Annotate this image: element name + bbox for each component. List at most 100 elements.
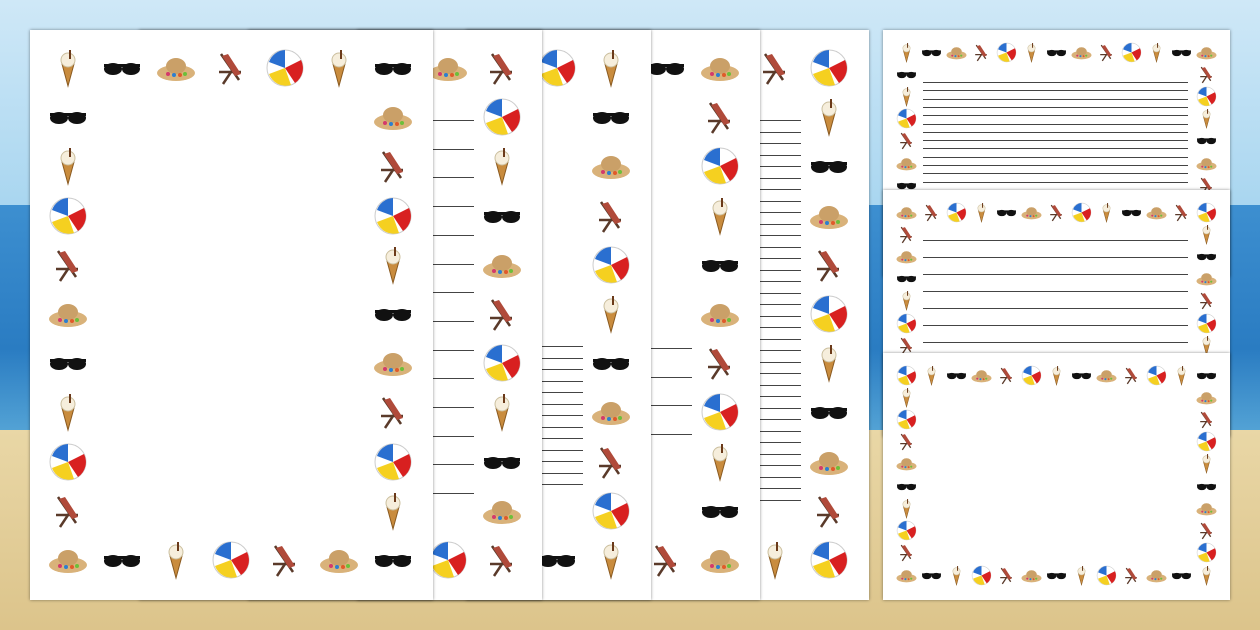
landscape-page-border[interactable]	[883, 353, 1230, 600]
writing-line	[923, 308, 1188, 309]
sunglasses-icon	[1171, 42, 1192, 63]
beach-ball-icon	[591, 245, 631, 285]
deck-chair-icon	[646, 540, 686, 580]
sun-hat-icon	[700, 294, 740, 334]
ice-cream-icon	[700, 196, 740, 236]
sun-hat-icon	[156, 48, 196, 88]
portrait-page-border[interactable]	[30, 30, 433, 600]
beach-ball-icon	[211, 540, 251, 580]
ice-cream-icon	[591, 48, 631, 88]
deck-chair-icon	[482, 48, 522, 88]
deck-chair-icon	[1121, 565, 1142, 586]
ice-cream-icon	[319, 48, 359, 88]
ice-cream-icon	[373, 491, 413, 531]
deck-chair-icon	[373, 392, 413, 432]
ice-cream-icon	[482, 146, 522, 186]
deck-chair-icon	[591, 442, 631, 482]
beach-ball-icon	[1071, 202, 1092, 223]
deck-chair-icon	[755, 48, 795, 88]
ice-cream-icon	[809, 97, 849, 137]
beach-ball-icon	[1121, 42, 1142, 63]
sun-hat-icon	[896, 453, 917, 474]
sunglasses-icon	[373, 48, 413, 88]
sunglasses-icon	[591, 343, 631, 383]
ice-cream-icon	[591, 294, 631, 334]
ice-cream-icon	[700, 442, 740, 482]
sun-hat-icon	[48, 294, 88, 334]
beach-ball-icon	[700, 392, 740, 432]
ice-cream-icon	[971, 202, 992, 223]
ice-cream-icon	[48, 392, 88, 432]
sunglasses-icon	[809, 392, 849, 432]
beach-ball-icon	[537, 48, 577, 88]
beach-ball-icon	[996, 42, 1017, 63]
ice-cream-icon	[1021, 42, 1042, 63]
beach-ball-icon	[428, 540, 468, 580]
sun-hat-icon	[1146, 565, 1167, 586]
beach-ball-icon	[1196, 431, 1217, 452]
sun-hat-icon	[591, 392, 631, 432]
sun-hat-icon	[428, 48, 468, 88]
deck-chair-icon	[896, 224, 917, 245]
sunglasses-icon	[1071, 365, 1092, 386]
sun-hat-icon	[48, 540, 88, 580]
deck-chair-icon	[809, 491, 849, 531]
beach-ball-icon	[1146, 365, 1167, 386]
sun-hat-icon	[896, 153, 917, 174]
sunglasses-icon	[896, 268, 917, 289]
ice-cream-icon	[48, 48, 88, 88]
ice-cream-icon	[896, 290, 917, 311]
deck-chair-icon	[896, 130, 917, 151]
deck-chair-icon	[809, 245, 849, 285]
sunglasses-icon	[1196, 130, 1217, 151]
writing-line	[923, 90, 1188, 92]
sunglasses-icon	[1046, 42, 1067, 63]
sunglasses-icon	[1196, 365, 1217, 386]
beach-ball-icon	[809, 48, 849, 88]
ice-cream-icon	[809, 343, 849, 383]
writing-line	[923, 165, 1188, 166]
deck-chair-icon	[482, 294, 522, 334]
beach-ball-icon	[700, 146, 740, 186]
writing-line	[923, 156, 1188, 158]
beach-ball-icon	[482, 97, 522, 137]
writing-line	[923, 325, 1188, 326]
ice-cream-icon	[373, 245, 413, 285]
ice-cream-icon	[1071, 565, 1092, 586]
writing-line	[923, 173, 1188, 175]
ice-cream-icon	[946, 565, 967, 586]
sunglasses-icon	[1196, 476, 1217, 497]
beach-ball-icon	[1021, 365, 1042, 386]
deck-chair-icon	[1096, 42, 1117, 63]
beach-ball-icon	[1096, 565, 1117, 586]
sunglasses-icon	[1046, 565, 1067, 586]
beach-ball-icon	[1196, 202, 1217, 223]
beach-ball-icon	[373, 196, 413, 236]
beach-ball-icon	[48, 442, 88, 482]
sunglasses-icon	[373, 294, 413, 334]
sun-hat-icon	[896, 202, 917, 223]
sunglasses-icon	[48, 343, 88, 383]
ice-cream-icon	[896, 86, 917, 107]
ice-cream-icon	[156, 540, 196, 580]
sun-hat-icon	[591, 146, 631, 186]
writing-line	[923, 98, 1188, 100]
writing-line	[923, 240, 1188, 241]
deck-chair-icon	[896, 542, 917, 563]
sun-hat-icon	[809, 442, 849, 482]
writing-line	[923, 131, 1188, 133]
ice-cream-icon	[1196, 453, 1217, 474]
ice-cream-icon	[591, 540, 631, 580]
sunglasses-icon	[102, 540, 142, 580]
sun-hat-icon	[1071, 42, 1092, 63]
sun-hat-icon	[1196, 42, 1217, 63]
sun-hat-icon	[1196, 498, 1217, 519]
sun-hat-icon	[1196, 268, 1217, 289]
ice-cream-icon	[1146, 42, 1167, 63]
sunglasses-icon	[102, 48, 142, 88]
beach-ball-icon	[591, 491, 631, 531]
beach-ball-icon	[1196, 542, 1217, 563]
writing-line	[923, 106, 1188, 108]
ice-cream-icon	[1096, 202, 1117, 223]
sunglasses-icon	[1171, 565, 1192, 586]
